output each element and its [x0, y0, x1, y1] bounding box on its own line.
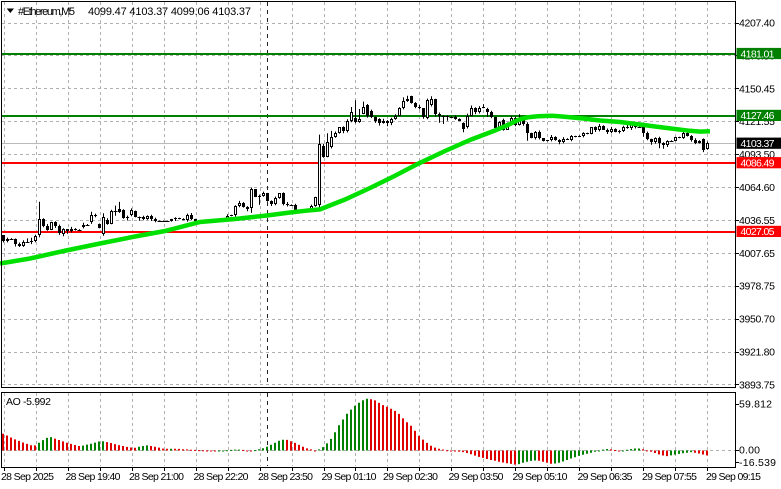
svg-text:AO -5.992: AO -5.992 — [6, 396, 51, 408]
svg-text:29 Sep 09:15: 29 Sep 09:15 — [706, 471, 761, 483]
svg-text:29 Sep 02:30: 29 Sep 02:30 — [383, 471, 438, 483]
svg-text:28 Sep 19:40: 28 Sep 19:40 — [66, 471, 121, 483]
svg-text:28 Sep 23:50: 28 Sep 23:50 — [258, 471, 313, 483]
svg-text:4103.37: 4103.37 — [741, 138, 775, 150]
svg-text:3978.75: 3978.75 — [739, 281, 775, 293]
svg-text:4127.46: 4127.46 — [741, 110, 775, 122]
svg-text:4099.47 4103.37 4099.06 4103.3: 4099.47 4103.37 4099.06 4103.37 — [88, 6, 251, 18]
svg-text:28 Sep 2025: 28 Sep 2025 — [1, 471, 54, 483]
svg-text:29 Sep 03:50: 29 Sep 03:50 — [449, 471, 504, 483]
svg-text:4064.60: 4064.60 — [739, 182, 775, 194]
svg-text:4027.05: 4027.05 — [741, 226, 775, 238]
svg-text:3950.70: 3950.70 — [739, 314, 775, 326]
svg-text:29 Sep 01:10: 29 Sep 01:10 — [322, 471, 377, 483]
svg-text:29 Sep 07:55: 29 Sep 07:55 — [642, 471, 697, 483]
svg-text:0.00: 0.00 — [739, 445, 760, 457]
svg-text:4181.01: 4181.01 — [741, 48, 775, 60]
svg-text:4007.65: 4007.65 — [739, 248, 775, 260]
svg-text:4150.45: 4150.45 — [739, 83, 775, 95]
svg-text:#Ethereum,M5: #Ethereum,M5 — [18, 6, 75, 18]
svg-text:-16.539: -16.539 — [739, 457, 776, 469]
svg-text:3921.80: 3921.80 — [739, 347, 775, 359]
svg-text:28 Sep 21:00: 28 Sep 21:00 — [129, 471, 184, 483]
svg-text:28 Sep 22:20: 28 Sep 22:20 — [194, 471, 249, 483]
svg-text:4207.40: 4207.40 — [739, 18, 775, 30]
svg-text:3893.75: 3893.75 — [739, 379, 775, 391]
svg-text:4086.49: 4086.49 — [741, 158, 775, 170]
svg-text:59.812: 59.812 — [739, 399, 772, 411]
svg-text:29 Sep 05:10: 29 Sep 05:10 — [513, 471, 568, 483]
svg-text:29 Sep 06:35: 29 Sep 06:35 — [578, 471, 633, 483]
svg-text:4036.55: 4036.55 — [739, 215, 775, 227]
